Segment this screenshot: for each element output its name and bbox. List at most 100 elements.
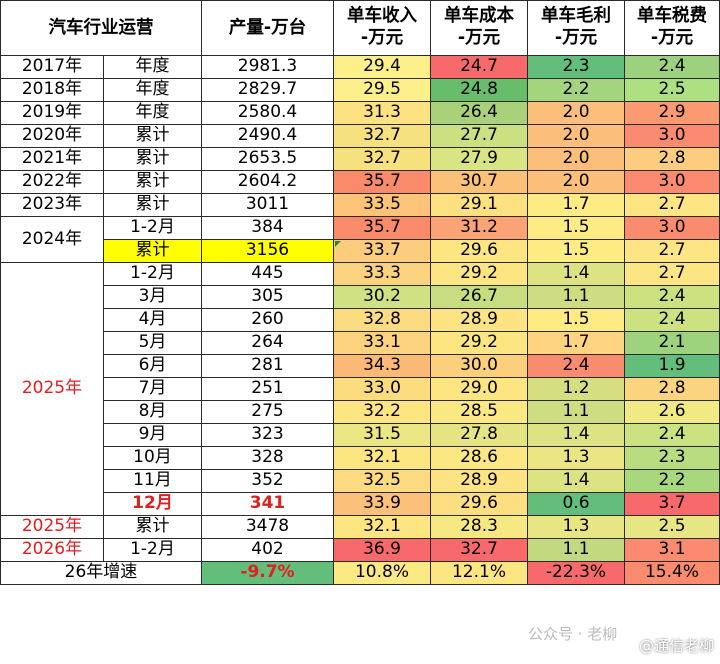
production-cell: 281 (201, 354, 334, 378)
year-cell: 2017年 (0, 55, 104, 79)
production-cell: 445 (201, 262, 334, 286)
cost-cell: 27.8 (430, 423, 528, 447)
tax-cell: 2.7 (624, 262, 720, 286)
period-cell: 1-2月 (103, 538, 202, 562)
header-industry: 汽车行业运营 (0, 0, 202, 56)
gross-profit-cell: 2.2 (527, 78, 625, 102)
watermark-sub: 公众号 · 老柳 (528, 625, 618, 643)
period-cell: 年度 (103, 101, 202, 125)
year-cell: 2018年 (0, 78, 104, 102)
cost-cell: 26.7 (430, 285, 528, 309)
table-row: 2023年 累计 3011 33.5 29.1 1.7 2.7 (0, 193, 720, 217)
revenue-cell: 35.7 (333, 216, 431, 240)
gross-profit-cell: 0.6 (527, 492, 625, 516)
cost-cell: 29.2 (430, 262, 528, 286)
gross-profit-cell: 2.0 (527, 147, 625, 171)
table-row: 8月 275 32.2 28.5 1.1 2.6 (1, 400, 720, 424)
revenue-cell: 35.7 (333, 170, 431, 194)
year-cell: 2019年 (0, 101, 104, 125)
revenue-cell: 30.2 (333, 285, 431, 309)
cost-cell: 30.0 (430, 354, 528, 378)
revenue-cell: 32.5 (333, 469, 431, 493)
tax-cell: 2.4 (624, 308, 720, 332)
cost-cell: 24.7 (430, 55, 528, 79)
year-cell: 2026年 (0, 538, 104, 562)
production-cell: 251 (201, 377, 334, 401)
growth-label: 26年增速 (0, 561, 202, 585)
table-row: 12月 341 33.9 29.6 0.6 3.7 (1, 492, 720, 516)
tax-cell: 1.9 (624, 354, 720, 378)
gross-profit-cell: 1.4 (527, 469, 625, 493)
gross-profit-cell: 1.5 (527, 308, 625, 332)
revenue-cell: 32.8 (333, 308, 431, 332)
revenue-cell: 33.5 (333, 193, 431, 217)
revenue-cell: 29.4 (333, 55, 431, 79)
tax-cell: 2.2 (624, 469, 720, 493)
header-row: 汽车行业运营 产量-万台 单车收入 -万元 单车成本 -万元 单车毛利 -万元 … (0, 0, 720, 56)
cost-cell: 30.7 (430, 170, 528, 194)
production-cell: 3011 (201, 193, 334, 217)
production-cell: 2829.7 (201, 78, 334, 102)
tax-cell: 2.5 (624, 515, 720, 539)
header-tax: 单车税费 -万元 (624, 0, 720, 56)
header-cost: 单车成本 -万元 (430, 0, 528, 56)
production-cell: 264 (201, 331, 334, 355)
period-cell: 11月 (103, 469, 202, 493)
cost-cell: 29.0 (430, 377, 528, 401)
revenue-cell: 32.7 (333, 147, 431, 171)
period-cell: 7月 (103, 377, 202, 401)
cost-cell: 28.9 (430, 469, 528, 493)
period-cell: 年度 (103, 78, 202, 102)
tax-cell: 3.1 (624, 538, 720, 562)
revenue-cell: 33.0 (333, 377, 431, 401)
tax-cell: 2.4 (624, 285, 720, 309)
gross-profit-cell: 1.7 (527, 331, 625, 355)
year-cell: 2023年 (0, 193, 104, 217)
growth-cost: 12.1% (430, 561, 528, 585)
tax-cell: 2.4 (624, 423, 720, 447)
tax-cell: 3.0 (624, 216, 720, 240)
revenue-cell: 31.3 (333, 101, 431, 125)
cost-cell: 29.1 (430, 193, 528, 217)
period-cell: 6月 (103, 354, 202, 378)
gross-profit-cell: 2.0 (527, 124, 625, 148)
cost-cell: 27.9 (430, 147, 528, 171)
table-row: 4月 260 32.8 28.9 1.5 2.4 (1, 308, 720, 332)
revenue-cell: 29.5 (333, 78, 431, 102)
year-cell: 2025年 (0, 515, 104, 539)
cost-cell: 29.2 (430, 331, 528, 355)
period-cell: 累计 (103, 124, 202, 148)
table-row: 3月 305 30.2 26.7 1.1 2.4 (1, 285, 720, 309)
period-cell: 5月 (103, 331, 202, 355)
cost-cell: 28.3 (430, 515, 528, 539)
gross-profit-cell: 1.1 (527, 538, 625, 562)
tax-cell: 2.6 (624, 400, 720, 424)
tax-cell: 2.5 (624, 78, 720, 102)
table-row: 7月 251 33.0 29.0 1.2 2.8 (1, 377, 720, 401)
revenue-cell: 33.3 (333, 262, 431, 286)
production-cell: 341 (201, 492, 334, 516)
production-cell: 275 (201, 400, 334, 424)
revenue-cell: 32.1 (333, 515, 431, 539)
tax-cell: 2.7 (624, 239, 720, 263)
gross-profit-cell: 2.0 (527, 170, 625, 194)
gross-profit-cell: 1.5 (527, 239, 625, 263)
period-cell: 1-2月 (103, 262, 202, 286)
header-gross-profit: 单车毛利 -万元 (527, 0, 625, 56)
year-cell: 2020年 (0, 124, 104, 148)
table-row: 5月 264 33.1 29.2 1.7 2.1 (1, 331, 720, 355)
period-cell: 1-2月 (103, 216, 202, 240)
period-cell: 8月 (103, 400, 202, 424)
tax-cell: 3.0 (624, 124, 720, 148)
period-cell: 10月 (103, 446, 202, 470)
period-cell: 12月 (103, 492, 202, 516)
production-cell: 260 (201, 308, 334, 332)
growth-tax: 15.4% (624, 561, 720, 585)
table-row: 2026年 1-2月 402 36.9 32.7 1.1 3.1 (0, 538, 720, 562)
table-row: 2025年 累计 3478 32.1 28.3 1.3 2.5 (0, 515, 720, 539)
tax-cell: 2.8 (624, 147, 720, 171)
cost-cell: 28.5 (430, 400, 528, 424)
cost-cell: 29.6 (430, 492, 528, 516)
table-row: 6月 281 34.3 30.0 2.4 1.9 (1, 354, 720, 378)
tax-cell: 3.7 (624, 492, 720, 516)
